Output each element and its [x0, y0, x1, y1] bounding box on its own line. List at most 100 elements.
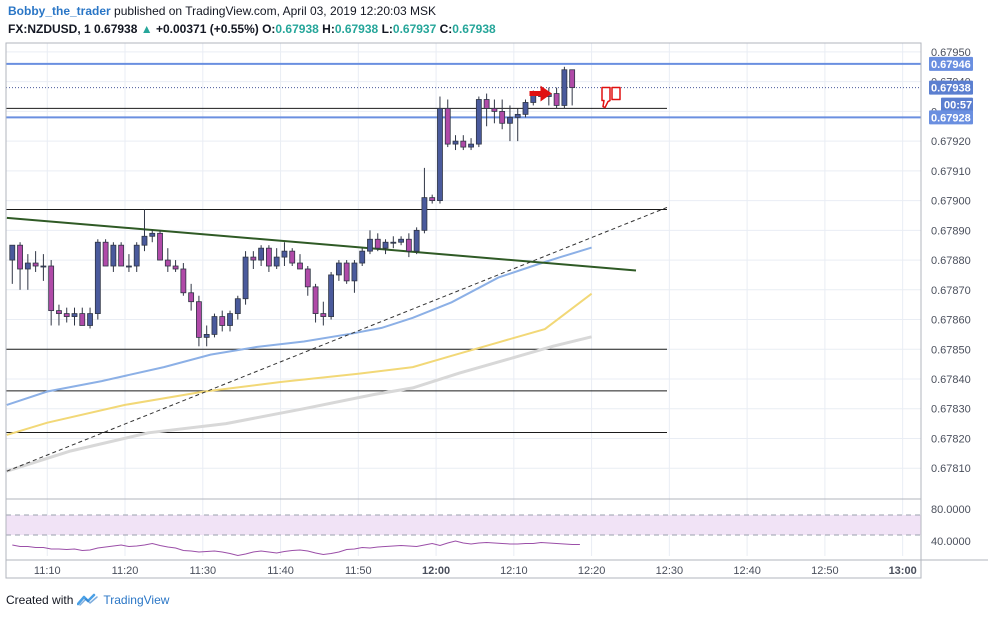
close-value: 0.67938: [452, 22, 496, 36]
candle-body: [126, 265, 132, 268]
candle-body: [312, 286, 319, 314]
candle-body: [149, 232, 156, 237]
y-tick-label: 0.67890: [931, 225, 971, 237]
candle-body: [48, 265, 55, 312]
candle-body: [343, 262, 350, 282]
chart-frame: [5, 42, 922, 579]
candle-body: [188, 292, 195, 303]
y-tick-label: 0.67950: [931, 47, 971, 59]
candle-body: [87, 313, 93, 326]
candle-body: [522, 102, 529, 115]
candle-body: [297, 262, 303, 270]
candle-body: [483, 99, 490, 109]
sma-fast-line: [6, 246, 592, 406]
candle-body: [569, 69, 576, 89]
candle-body: [242, 256, 249, 300]
candle-body: [265, 247, 272, 267]
candle-body: [172, 265, 179, 270]
candle-body: [110, 244, 117, 267]
x-tick-label: 11:40: [267, 565, 294, 577]
price-change: +0.00371 (+0.55%): [155, 22, 259, 36]
countdown-label: 00:57: [941, 97, 973, 112]
x-tick-label: 12:00: [422, 565, 450, 577]
x-tick-label: 11:20: [112, 565, 139, 577]
countdown-text: 00:57: [944, 100, 972, 112]
candle-body: [273, 256, 280, 267]
sma-slow-line: [6, 335, 592, 473]
high-value: 0.67938: [334, 22, 379, 36]
candle-body: [79, 313, 86, 326]
x-tick-label: 13:00: [889, 565, 917, 577]
candle-body: [133, 244, 140, 267]
descending-trendline: [6, 216, 637, 272]
tradingview-logo-icon: [77, 593, 99, 606]
x-tick-label: 11:30: [189, 565, 216, 577]
x-tick-label: 11:50: [345, 565, 372, 577]
candle-body: [374, 238, 381, 249]
up-triangle-icon: ▲: [140, 22, 153, 36]
chart-axes: 0.67810 0.67820 0.67830 0.67840 0.67850 0.678…: [5, 42, 988, 579]
candle-body: [102, 241, 109, 267]
rsi-line: [12, 540, 580, 557]
candle-body: [328, 274, 335, 317]
candle-body: [468, 143, 474, 148]
red-arrow-right-icon: [529, 85, 552, 102]
candle-body: [429, 197, 436, 201]
candle-body: [180, 268, 187, 294]
footer: Created with TradingView: [6, 593, 169, 607]
x-tick-label: 11:10: [34, 565, 61, 577]
candle-body: [491, 108, 498, 112]
candle-body: [320, 313, 327, 317]
low-value: 0.67937: [392, 22, 437, 36]
chart-header-line-1: Bobby_the_trader published on TradingVie…: [8, 4, 436, 18]
x-tick-label: 12:50: [811, 565, 839, 577]
current-price-label: 0.67938: [929, 80, 973, 95]
candle-body: [460, 140, 467, 148]
candle-body: [219, 316, 226, 326]
candle-body: [17, 244, 23, 270]
open-value: 0.67938: [275, 22, 319, 36]
candle-body: [118, 244, 125, 267]
candle-body: [250, 256, 257, 261]
low-label: L:: [381, 22, 393, 36]
candle-body: [335, 262, 342, 276]
candle-body: [203, 334, 210, 338]
candle-body: [499, 110, 506, 124]
horizontal-levels[interactable]: [6, 62, 921, 434]
candle-body: [157, 232, 163, 261]
y-tick-label: 0.67920: [931, 136, 971, 148]
y-tick-label: 0.67900: [931, 196, 971, 208]
x-tick-label: 12:10: [500, 565, 528, 577]
candle-body: [437, 108, 443, 201]
current-price-label-text: 0.67938: [931, 83, 971, 95]
author-name[interactable]: Bobby_the_trader: [8, 4, 111, 18]
x-tick-label: 12:20: [578, 565, 606, 577]
candle-body: [211, 316, 218, 335]
x-tick-label: 12:30: [656, 565, 684, 577]
candle-body: [196, 301, 202, 338]
tradingview-brand[interactable]: TradingView: [103, 593, 170, 607]
candle-body: [304, 268, 311, 288]
candle-body: [507, 116, 513, 124]
rsi-tick-label: 40.0000: [931, 536, 971, 548]
countdown-bg: [941, 97, 973, 112]
y-tick-label: 0.67870: [931, 285, 971, 297]
candle-body: [382, 241, 389, 249]
candle-body: [475, 99, 482, 145]
candle-body: [359, 250, 366, 264]
candle-body: [141, 235, 148, 246]
candle-body: [24, 262, 31, 270]
resistance-price-label: 0.67946: [929, 56, 973, 71]
y-tick-label: 0.67910: [931, 166, 971, 178]
candle-body: [351, 262, 358, 282]
candle-body: [63, 313, 70, 317]
support-price-label: 0.67928: [929, 110, 973, 125]
candle-body: [234, 298, 241, 314]
open-label: O:: [262, 22, 276, 36]
candle-body: [367, 238, 373, 252]
annotations: [529, 85, 621, 109]
candle-body: [561, 69, 568, 106]
y-tick-label: 0.67850: [931, 344, 971, 356]
resistance-price-label-bg: [929, 56, 973, 71]
